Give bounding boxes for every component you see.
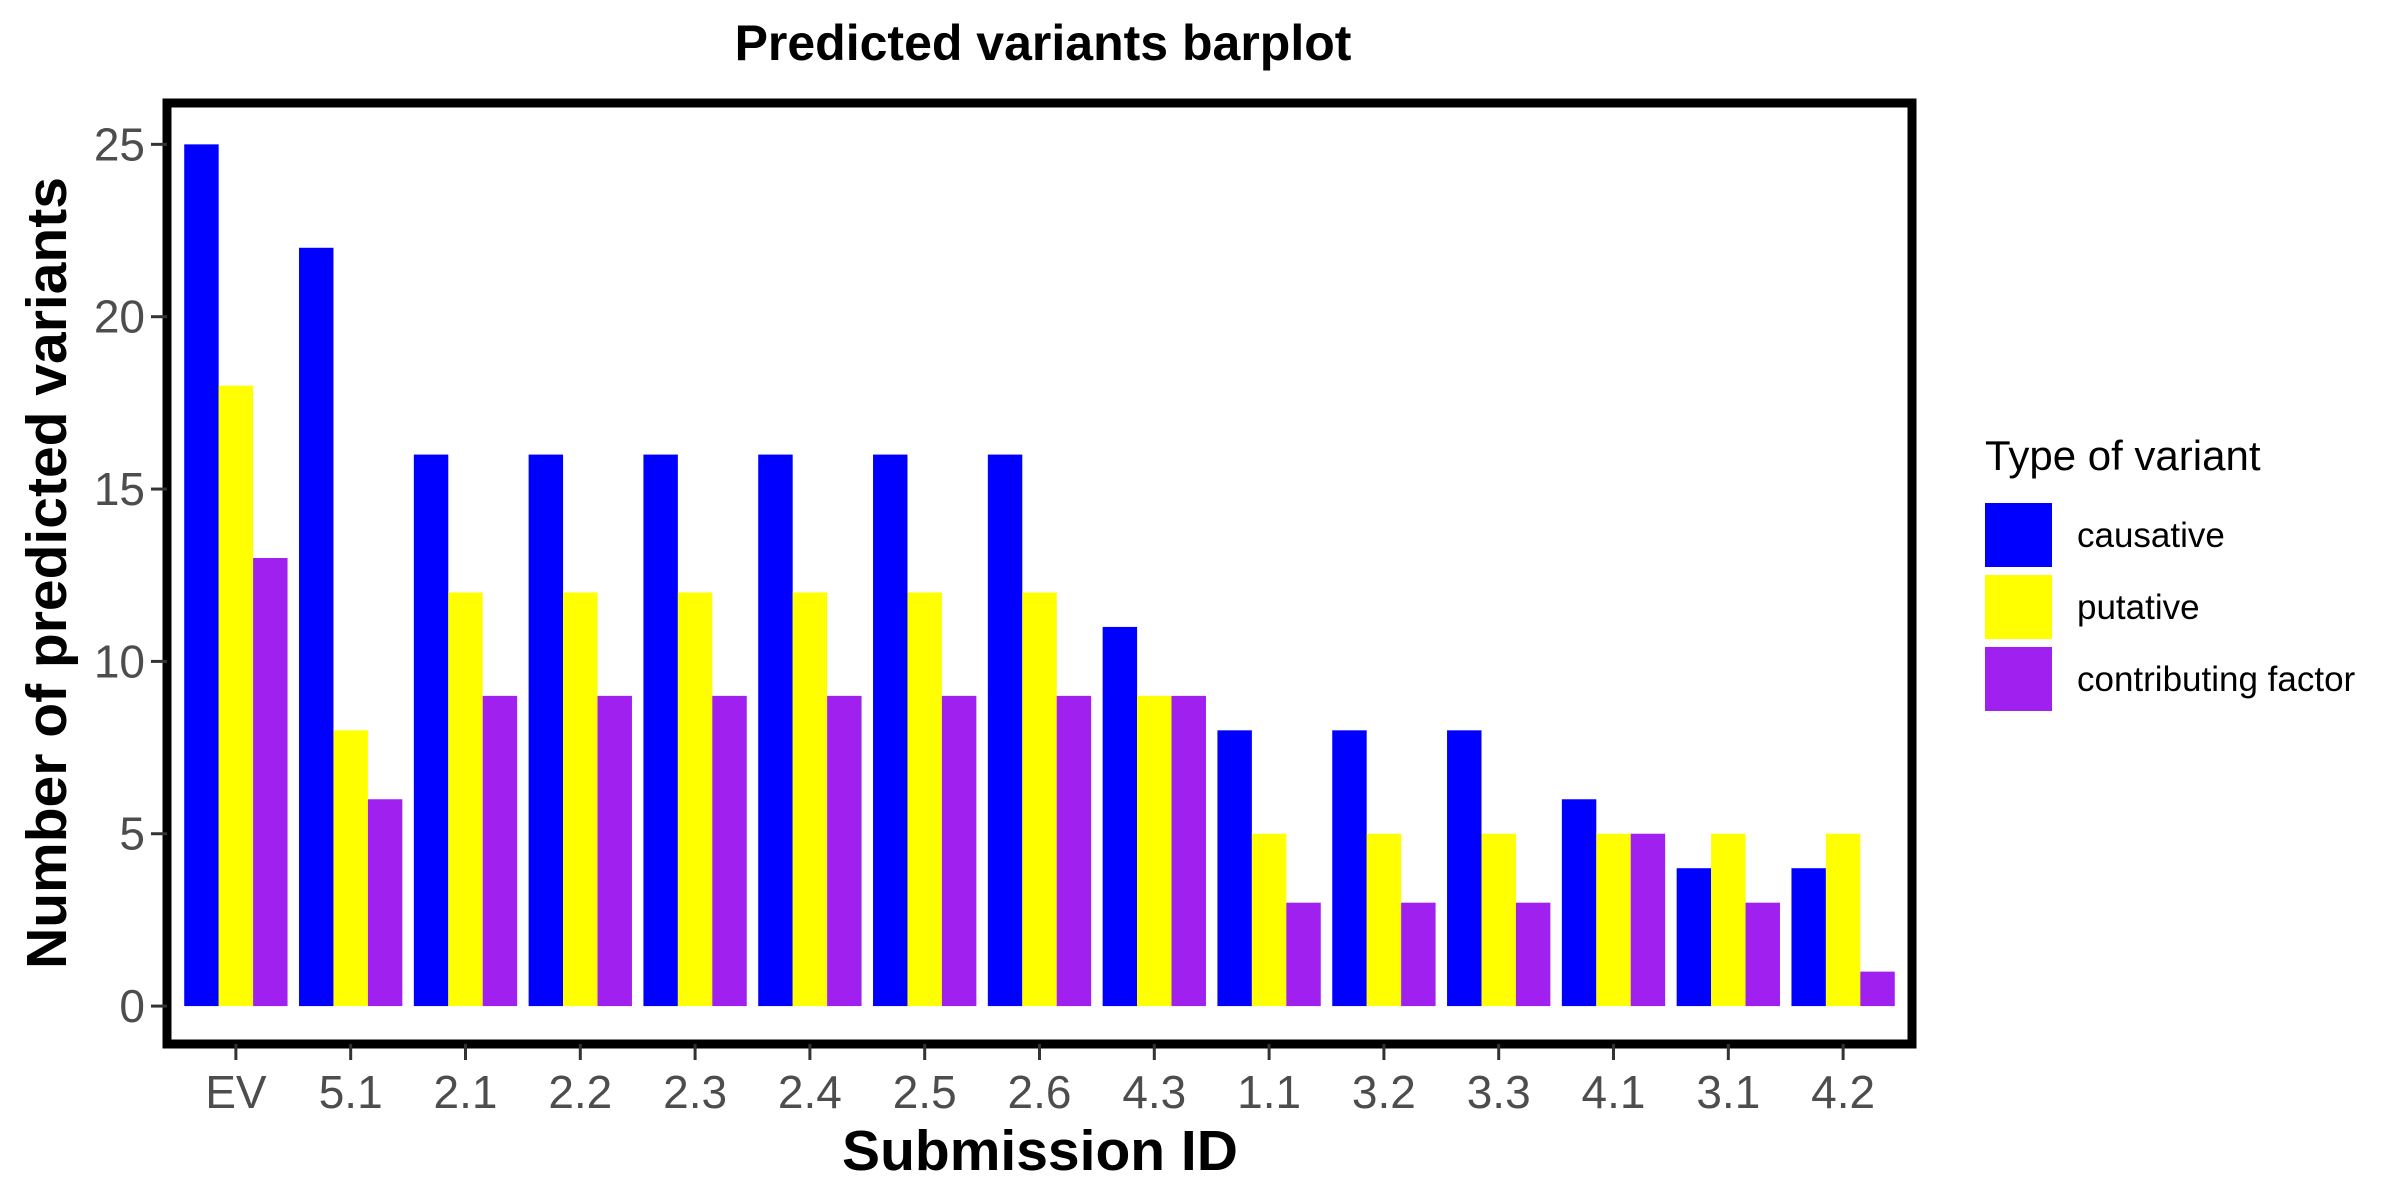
bar-contributing-factor-2.6 [1056, 695, 1092, 1007]
bar-putative-2.3 [677, 592, 713, 1007]
x-tick-label-5.1: 5.1 [319, 1066, 383, 1118]
y-tick-label-5: 5 [119, 808, 145, 860]
bar-putative-1.1 [1251, 833, 1287, 1007]
bar-causative-4.3 [1102, 626, 1138, 1007]
bar-contributing-factor-4.1 [1630, 833, 1666, 1007]
bar-putative-3.1 [1711, 833, 1746, 1007]
legend-label-putative: putative [2077, 588, 2200, 627]
x-axis-title: Submission ID [842, 1119, 1238, 1183]
bar-causative-5.1 [299, 247, 334, 1007]
y-tick-label-25: 25 [94, 118, 145, 170]
bar-causative-2.6 [987, 454, 1023, 1007]
bar-putative-2.5 [907, 592, 942, 1007]
bar-causative-2.2 [528, 454, 564, 1007]
bar-contributing-factor-2.4 [827, 695, 862, 1007]
bar-putative-2.4 [792, 592, 828, 1007]
legend-title: Type of variant [1985, 432, 2261, 479]
y-axis: 0 5 10 15 20 25 [94, 118, 167, 1032]
bar-putative-4.1 [1596, 833, 1631, 1007]
legend-key-causative [1985, 503, 2052, 567]
bar-contributing-factor-5.1 [367, 799, 403, 1007]
bar-causative-1.1 [1217, 730, 1252, 1007]
bar-contributing-factor-4.3 [1171, 695, 1206, 1007]
legend-label-contributing-factor: contributing factor [2077, 660, 2356, 699]
bar-contributing-factor-3.3 [1515, 902, 1551, 1007]
x-tick-label-2.3: 2.3 [663, 1066, 727, 1118]
x-tick-label-4.1: 4.1 [1582, 1066, 1646, 1118]
bar-causative-EV [184, 144, 219, 1007]
bar-contributing-factor-2.2 [597, 695, 632, 1007]
bar-causative-3.1 [1676, 868, 1712, 1007]
bar-causative-4.2 [1791, 868, 1826, 1007]
bar-causative-4.1 [1561, 799, 1597, 1007]
x-axis: EV 5.1 2.1 2.2 2.3 2.4 2.5 2.6 4.3 1.1 3.2 3.3 4.1 3.… [205, 1044, 1875, 1118]
x-tick-label-2.4: 2.4 [778, 1066, 842, 1118]
chart-title: Predicted variants barplot [735, 15, 1352, 71]
y-axis-title: Number of predicted variants [15, 177, 79, 969]
legend: Type of variant causative putative contribu… [1985, 432, 2356, 711]
bar-putative-5.1 [333, 730, 368, 1007]
x-tick-label-2.5: 2.5 [893, 1066, 957, 1118]
bar-contributing-factor-2.5 [941, 695, 977, 1007]
legend-key-putative [1985, 575, 2052, 639]
bar-causative-3.3 [1447, 730, 1482, 1007]
x-tick-label-2.1: 2.1 [434, 1066, 498, 1118]
y-tick-label-15: 15 [94, 463, 145, 515]
bar-causative-2.4 [758, 454, 793, 1007]
bar-contributing-factor-3.1 [1745, 902, 1780, 1007]
bars-group [184, 144, 1895, 1007]
x-tick-label-2.6: 2.6 [1008, 1066, 1072, 1118]
x-tick-label-3.1: 3.1 [1696, 1066, 1760, 1118]
bar-putative-4.3 [1137, 695, 1172, 1007]
x-tick-label-2.2: 2.2 [548, 1066, 612, 1118]
bar-causative-2.5 [873, 454, 908, 1007]
bar-putative-3.2 [1366, 833, 1402, 1007]
x-tick-label-4.2: 4.2 [1811, 1066, 1875, 1118]
bar-putative-2.2 [563, 592, 598, 1007]
bar-contributing-factor-EV [253, 557, 288, 1007]
bar-contributing-factor-2.3 [712, 695, 747, 1007]
bar-causative-2.3 [643, 454, 678, 1007]
y-tick-label-0: 0 [119, 980, 145, 1032]
x-tick-label-EV: EV [205, 1066, 267, 1118]
legend-key-contributing-factor [1985, 647, 2052, 711]
bar-causative-2.1 [413, 454, 449, 1007]
y-tick-label-10: 10 [94, 635, 145, 687]
bar-causative-3.2 [1332, 730, 1367, 1007]
x-tick-label-4.3: 4.3 [1122, 1066, 1186, 1118]
bar-contributing-factor-1.1 [1286, 902, 1321, 1007]
bar-contributing-factor-3.2 [1401, 902, 1436, 1007]
x-tick-label-3.3: 3.3 [1467, 1066, 1531, 1118]
x-tick-label-1.1: 1.1 [1237, 1066, 1301, 1118]
bar-putative-2.6 [1022, 592, 1057, 1007]
legend-label-causative: causative [2077, 516, 2225, 555]
x-tick-label-3.2: 3.2 [1352, 1066, 1416, 1118]
bar-putative-3.3 [1481, 833, 1516, 1007]
bar-contributing-factor-4.2 [1860, 971, 1895, 1007]
bar-putative-4.2 [1825, 833, 1861, 1007]
bar-putative-EV [218, 385, 254, 1007]
bar-contributing-factor-2.1 [482, 695, 518, 1007]
y-tick-label-20: 20 [94, 291, 145, 343]
bar-putative-2.1 [448, 592, 483, 1007]
